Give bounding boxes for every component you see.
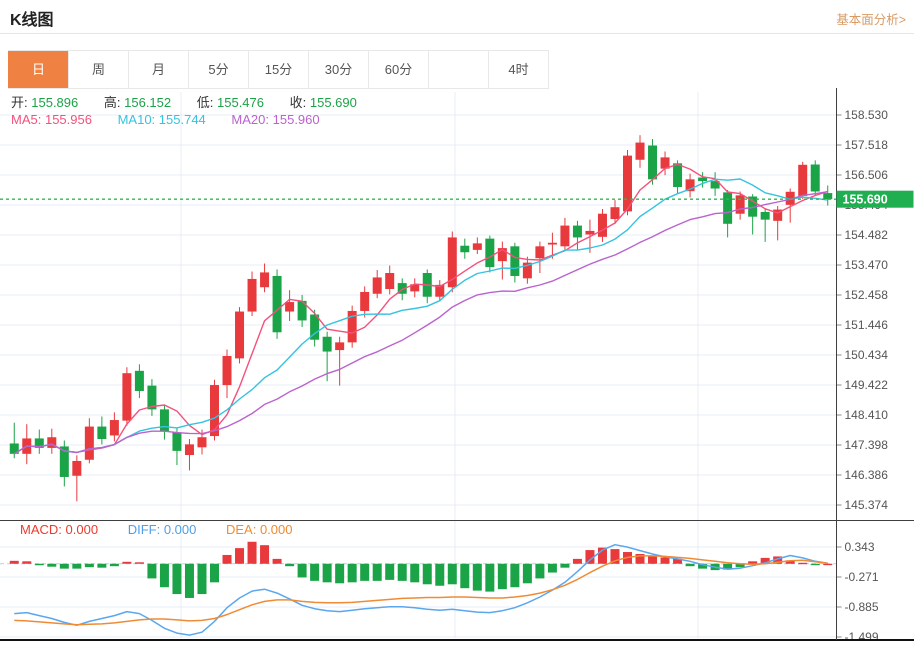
svg-text:145.374: 145.374 — [845, 498, 889, 512]
svg-text:-0.885: -0.885 — [845, 600, 879, 614]
svg-text:151.446: 151.446 — [845, 318, 889, 332]
header-divider — [0, 33, 914, 34]
svg-text:150.434: 150.434 — [845, 348, 889, 362]
page-title: K线图 — [10, 12, 54, 29]
svg-text:158.530: 158.530 — [845, 108, 889, 122]
svg-text:0.343: 0.343 — [845, 540, 875, 554]
fundamental-analysis-link[interactable]: 基本面分析> — [836, 13, 906, 27]
tab-spacer — [428, 51, 488, 88]
svg-text:153.470: 153.470 — [845, 258, 889, 272]
svg-text:147.398: 147.398 — [845, 438, 889, 452]
tab-week[interactable]: 周 — [68, 51, 128, 88]
svg-text:-1.499: -1.499 — [845, 630, 879, 644]
tab-15min[interactable]: 15分 — [248, 51, 308, 88]
tab-30min[interactable]: 30分 — [308, 51, 368, 88]
svg-text:156.506: 156.506 — [845, 168, 889, 182]
tab-5min[interactable]: 5分 — [188, 51, 248, 88]
svg-text:152.458: 152.458 — [845, 288, 889, 302]
svg-text:148.410: 148.410 — [845, 408, 889, 422]
svg-text:146.386: 146.386 — [845, 468, 889, 482]
tab-60min[interactable]: 60分 — [368, 51, 428, 88]
tab-4hour[interactable]: 4时 — [488, 51, 548, 88]
svg-text:155.690: 155.690 — [843, 193, 888, 207]
tab-day[interactable]: 日 — [8, 51, 68, 88]
svg-text:154.482: 154.482 — [845, 228, 889, 242]
svg-text:-0.271: -0.271 — [845, 570, 879, 584]
svg-text:157.518: 157.518 — [845, 138, 889, 152]
tab-month[interactable]: 月 — [128, 51, 188, 88]
current-price-tag: 155.690 — [836, 190, 914, 208]
kline-chart[interactable]: 158.530157.518156.506155.494154.482153.4… — [0, 88, 914, 648]
svg-text:149.422: 149.422 — [845, 378, 889, 392]
interval-tabs: 日 周 月 5分 15分 30分 60分 4时 — [8, 50, 549, 89]
